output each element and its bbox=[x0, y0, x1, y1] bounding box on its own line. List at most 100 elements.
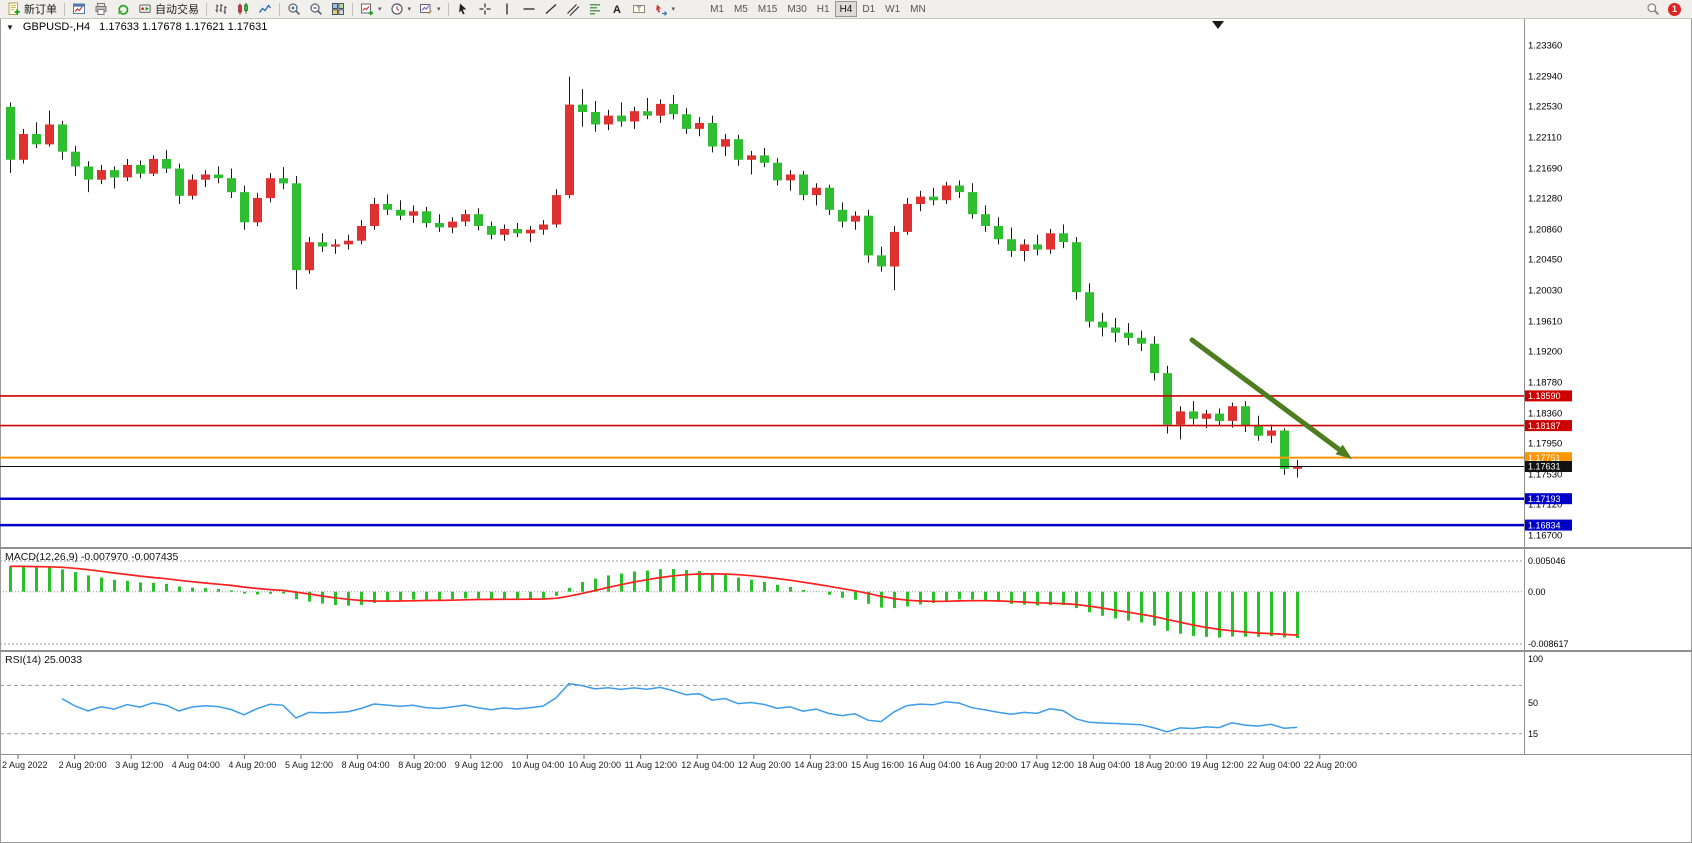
tile-windows-icon bbox=[332, 3, 344, 15]
svg-text:1.20030: 1.20030 bbox=[1528, 286, 1562, 297]
timeframe-d1[interactable]: D1 bbox=[857, 1, 880, 17]
price-axis[interactable]: 1.23360 1.22940 1.22530 1.22110 1.21690 1.212… bbox=[1525, 41, 1572, 542]
candlestick-mode-button[interactable] bbox=[232, 1, 254, 18]
bars-chart-icon bbox=[215, 4, 227, 14]
equidistant-channel-button[interactable] bbox=[562, 1, 584, 18]
timeframe-h4[interactable]: H4 bbox=[834, 1, 858, 17]
svg-text:1.16834: 1.16834 bbox=[1528, 520, 1561, 530]
svg-text:1.16700: 1.16700 bbox=[1528, 531, 1562, 542]
svg-text:1.17631: 1.17631 bbox=[1528, 462, 1561, 472]
timeframe-w1[interactable]: W1 bbox=[880, 1, 905, 17]
text-button[interactable]: A bbox=[606, 1, 628, 18]
line-chart-mode-button[interactable] bbox=[254, 1, 276, 18]
toolbar-separator bbox=[64, 2, 65, 16]
chart-window-icon bbox=[73, 3, 85, 14]
new-order-button[interactable]: 新订单 bbox=[3, 1, 61, 18]
rsi-indicator-label: RSI(14) 25.0033 bbox=[5, 654, 83, 666]
svg-text:T: T bbox=[636, 6, 641, 13]
dropdown-caret-icon: ▾ bbox=[407, 6, 412, 13]
svg-text:1.18187: 1.18187 bbox=[1528, 421, 1561, 431]
svg-text:1.20860: 1.20860 bbox=[1528, 224, 1562, 235]
chart-window-button[interactable] bbox=[68, 1, 90, 18]
notification-badge[interactable]: 1 bbox=[1668, 2, 1681, 16]
print-button[interactable] bbox=[90, 1, 112, 18]
macd-panel-splitter[interactable] bbox=[0, 547, 1692, 549]
svg-text:19 Aug 12:00: 19 Aug 12:00 bbox=[1191, 760, 1244, 770]
refresh-icon bbox=[118, 4, 129, 15]
trendline-button[interactable] bbox=[540, 1, 562, 18]
svg-text:1.17950: 1.17950 bbox=[1528, 439, 1562, 450]
chart-shift-marker bbox=[1212, 21, 1224, 29]
crosshair-button[interactable] bbox=[474, 1, 496, 18]
ohlc-values: 1.17633 1.17678 1.17621 1.17631 bbox=[99, 21, 268, 33]
new-order-icon bbox=[8, 2, 20, 15]
svg-text:12 Aug 20:00: 12 Aug 20:00 bbox=[738, 760, 791, 770]
fibonacci-button[interactable] bbox=[584, 1, 606, 18]
search-icon bbox=[1647, 3, 1660, 16]
toolbar-separator bbox=[447, 2, 449, 16]
trend-arrow[interactable] bbox=[1189, 21, 1352, 459]
arrows-button[interactable]: ▾ bbox=[650, 1, 680, 18]
cursor-button[interactable] bbox=[452, 1, 474, 18]
refresh-button[interactable] bbox=[112, 1, 134, 18]
indicators-button[interactable]: ▾ bbox=[356, 1, 386, 18]
svg-text:A: A bbox=[613, 4, 621, 16]
svg-text:1.22110: 1.22110 bbox=[1528, 132, 1562, 143]
print-icon bbox=[95, 3, 107, 15]
timeframe-m5[interactable]: M5 bbox=[729, 1, 753, 17]
timeframe-h1[interactable]: H1 bbox=[812, 1, 835, 17]
bar-chart-mode-button[interactable] bbox=[210, 1, 232, 18]
fibonacci-icon bbox=[589, 4, 600, 15]
zoom-out-button[interactable] bbox=[305, 1, 327, 18]
macd-panel[interactable]: 0.005046 0.00 -0.008617 bbox=[0, 556, 1569, 649]
svg-text:18 Aug 04:00: 18 Aug 04:00 bbox=[1077, 760, 1130, 770]
svg-text:3 Aug 12:00: 3 Aug 12:00 bbox=[115, 760, 163, 770]
main-toolbar: 新订单 自动交易 ▾ ▾ ▾ bbox=[0, 0, 1692, 19]
dropdown-caret-icon: ▾ bbox=[671, 6, 676, 13]
timeframe-m30[interactable]: M30 bbox=[782, 1, 811, 17]
horizontal-line-icon bbox=[523, 8, 535, 10]
vertical-line-button[interactable] bbox=[496, 1, 518, 18]
time-axis[interactable]: 2 Aug 2022 2 Aug 20:00 3 Aug 12:00 4 Aug 04… bbox=[2, 755, 1357, 770]
svg-text:15 Aug 16:00: 15 Aug 16:00 bbox=[851, 760, 904, 770]
channel-icon bbox=[566, 4, 579, 16]
templates-button[interactable]: ▾ bbox=[415, 1, 445, 18]
svg-text:1.21690: 1.21690 bbox=[1528, 163, 1562, 174]
line-chart-icon bbox=[258, 4, 272, 13]
svg-text:1.22940: 1.22940 bbox=[1528, 71, 1562, 82]
templates-icon bbox=[420, 4, 433, 15]
tile-windows-button[interactable] bbox=[327, 1, 349, 18]
dropdown-caret-icon: ▾ bbox=[437, 6, 441, 13]
svg-text:1.17530: 1.17530 bbox=[1528, 469, 1562, 480]
svg-text:1.17120: 1.17120 bbox=[1528, 500, 1562, 511]
text-label-button[interactable]: T bbox=[628, 1, 650, 18]
timeframe-m15[interactable]: M15 bbox=[753, 1, 782, 17]
text-icon: A bbox=[613, 4, 621, 16]
horizontal-line-button[interactable] bbox=[518, 1, 540, 18]
rsi-panel-splitter[interactable] bbox=[0, 650, 1692, 652]
svg-text:4 Aug 20:00: 4 Aug 20:00 bbox=[228, 760, 276, 770]
one-click-trading-toggle[interactable]: ▼ bbox=[6, 22, 14, 32]
svg-text:4 Aug 04:00: 4 Aug 04:00 bbox=[172, 760, 220, 770]
clock-icon bbox=[390, 3, 403, 15]
timeframe-mn[interactable]: MN bbox=[905, 1, 931, 17]
svg-text:16 Aug 20:00: 16 Aug 20:00 bbox=[964, 760, 1017, 770]
svg-text:2 Aug 20:00: 2 Aug 20:00 bbox=[59, 760, 107, 770]
periods-button[interactable]: ▾ bbox=[386, 1, 416, 18]
vertical-line-icon bbox=[505, 3, 508, 15]
svg-text:18 Aug 20:00: 18 Aug 20:00 bbox=[1134, 760, 1187, 770]
timeframe-toolbar: M1 M5 M15 M30 H1 H4 D1 W1 MN bbox=[705, 1, 931, 17]
zoom-in-button[interactable] bbox=[283, 1, 305, 18]
search-button[interactable] bbox=[1642, 1, 1664, 18]
new-order-label: 新订单 bbox=[24, 4, 57, 16]
timeframe-m1[interactable]: M1 bbox=[705, 1, 729, 17]
autotrading-button[interactable]: 自动交易 bbox=[134, 1, 203, 18]
svg-text:0.00: 0.00 bbox=[1528, 587, 1546, 597]
svg-text:15: 15 bbox=[1528, 729, 1538, 739]
svg-text:-0.008617: -0.008617 bbox=[1528, 639, 1569, 649]
svg-text:22 Aug 20:00: 22 Aug 20:00 bbox=[1304, 760, 1357, 770]
candles-layer[interactable] bbox=[6, 76, 1302, 478]
svg-text:1.19610: 1.19610 bbox=[1528, 316, 1562, 327]
rsi-panel[interactable]: 100 50 15 bbox=[0, 654, 1543, 739]
